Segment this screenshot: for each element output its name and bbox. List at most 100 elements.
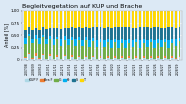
Bar [27,34,30,37]
Bar [103,59,105,60]
Bar [113,39,116,42]
Bar [142,39,145,43]
Bar [49,36,51,39]
Bar [110,40,113,48]
Bar [27,53,30,54]
Bar [31,59,34,60]
Bar [124,59,127,60]
Bar [31,58,34,59]
Bar [146,40,149,47]
Bar [63,36,66,40]
Bar [70,27,73,37]
Bar [106,58,109,60]
Bar [96,40,98,47]
Bar [99,56,102,58]
Bar [41,27,44,35]
Bar [110,59,113,60]
Bar [139,11,141,27]
Bar [38,59,41,60]
Bar [117,27,120,40]
Bar [113,42,116,56]
Bar [110,28,113,40]
Bar [153,48,156,59]
Legend: KUP F, Bra F, G, Kr, S, T: KUP F, Bra F, G, Kr, S, T [24,77,87,84]
Bar [56,39,58,55]
Bar [99,39,102,42]
Bar [70,57,73,60]
Bar [84,27,87,37]
Bar [146,27,149,40]
Bar [88,47,91,59]
Bar [156,56,159,58]
Bar [149,56,152,58]
Bar [135,28,137,39]
Bar [41,54,44,55]
Bar [38,58,41,59]
Bar [103,47,105,59]
Bar [127,43,130,56]
Bar [106,11,109,27]
Bar [175,11,177,28]
Bar [124,40,127,48]
Bar [160,28,163,40]
Bar [113,58,116,60]
Bar [110,11,113,28]
Bar [41,35,44,37]
Bar [81,28,84,40]
Bar [63,28,66,36]
Bar [175,28,177,39]
Bar [27,11,30,27]
Bar [178,38,180,41]
Bar [127,58,130,60]
Bar [45,59,48,60]
Bar [24,43,27,57]
Bar [34,28,37,35]
Bar [149,11,152,28]
Bar [99,42,102,56]
Bar [49,28,51,36]
Bar [106,39,109,42]
Bar [60,46,62,59]
Bar [178,27,180,38]
Bar [167,59,170,60]
Bar [139,48,141,59]
Bar [56,11,58,28]
Bar [110,48,113,59]
Bar [70,40,73,55]
Bar [135,11,137,28]
Bar [127,11,130,27]
Bar [124,48,127,59]
Bar [106,42,109,56]
Bar [74,28,77,39]
Bar [70,37,73,40]
Bar [160,59,163,60]
Bar [24,30,27,38]
Bar [120,43,123,56]
Bar [31,39,34,43]
Bar [88,59,91,60]
Bar [77,40,80,56]
Bar [127,56,130,58]
Bar [60,39,62,46]
Bar [106,56,109,58]
Bar [156,27,159,39]
Bar [175,46,177,58]
Bar [156,11,159,27]
Bar [163,56,166,58]
Bar [171,43,173,56]
Bar [132,40,134,47]
Bar [67,39,70,45]
Bar [160,47,163,59]
Bar [135,56,137,58]
Bar [31,43,34,58]
Bar [113,27,116,39]
Bar [113,56,116,58]
Bar [171,39,173,43]
Bar [106,27,109,39]
Bar [178,57,180,60]
Bar [74,59,77,60]
Bar [99,27,102,39]
Bar [96,59,98,60]
Bar [153,27,156,40]
Bar [84,11,87,27]
